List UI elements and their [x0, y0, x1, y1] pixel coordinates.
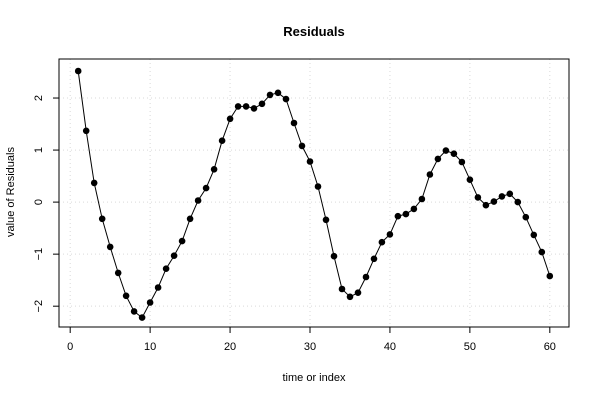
x-tick-label: 30 [304, 341, 316, 353]
y-tick-label: −2 [33, 300, 45, 313]
data-point [546, 272, 554, 280]
grid-lines [59, 59, 569, 327]
data-point [178, 237, 186, 245]
data-point [130, 308, 138, 315]
data-point [194, 197, 202, 204]
data-points-layer [74, 67, 554, 321]
data-point [146, 299, 154, 306]
data-point [522, 213, 530, 221]
data-point [154, 284, 162, 291]
data-point [402, 210, 410, 218]
data-point [330, 252, 338, 260]
data-point [290, 119, 298, 127]
data-point [490, 198, 498, 205]
data-point [218, 137, 226, 144]
y-axis-label: value of Residuals [5, 147, 17, 237]
data-point [474, 194, 482, 201]
data-point [370, 255, 378, 263]
data-point [74, 67, 82, 75]
y-tick-label: −1 [33, 248, 45, 261]
data-point [210, 166, 218, 173]
data-point [234, 103, 242, 110]
data-point [274, 89, 282, 97]
data-point [266, 91, 274, 99]
data-point [378, 238, 386, 246]
data-point [114, 269, 122, 277]
chart-title: Residuals [283, 24, 344, 39]
data-point [242, 103, 250, 110]
y-axis: −2 −1 0 1 2 [33, 95, 60, 313]
x-tick-label: 20 [224, 341, 236, 353]
data-point [282, 95, 290, 103]
x-tick-label: 60 [544, 341, 556, 353]
y-tick-label: 2 [33, 95, 45, 101]
data-point [434, 155, 442, 163]
data-point [90, 179, 98, 187]
data-point [482, 201, 490, 209]
data-point [338, 285, 346, 293]
data-point [498, 193, 506, 200]
data-point [538, 248, 546, 256]
data-point [138, 314, 146, 321]
data-point [226, 115, 234, 123]
data-point [314, 183, 322, 190]
data-point [202, 184, 210, 192]
x-tick-label: 40 [384, 341, 396, 353]
data-point [258, 100, 266, 108]
data-point [394, 212, 402, 220]
plot-frame [58, 58, 570, 328]
data-point [458, 158, 466, 166]
data-point [354, 289, 362, 297]
data-point [514, 198, 522, 206]
data-point [322, 216, 330, 224]
data-point [122, 292, 130, 300]
data-point [530, 231, 538, 239]
data-point [170, 252, 178, 259]
data-point [362, 273, 370, 281]
data-point [250, 105, 258, 112]
series-line [77, 70, 551, 319]
x-tick-label: 10 [144, 341, 156, 353]
data-point [450, 150, 458, 157]
data-point [306, 158, 314, 165]
data-point [186, 215, 194, 223]
data-point [426, 171, 434, 178]
data-point [298, 142, 306, 150]
x-tick-label: 50 [464, 341, 476, 353]
data-point [506, 190, 514, 198]
x-axis-label: time or index [283, 372, 346, 384]
series-line-layer [77, 70, 551, 319]
x-axis: 0 10 20 30 40 50 60 [67, 326, 556, 353]
data-point [442, 147, 450, 154]
x-tick-label: 0 [67, 341, 73, 353]
data-point [106, 243, 114, 251]
data-point [386, 231, 394, 238]
y-tick-label: 0 [33, 199, 45, 205]
data-point [346, 293, 354, 301]
data-point [418, 195, 426, 203]
data-point [410, 205, 418, 213]
data-point [466, 176, 474, 183]
data-point [82, 127, 90, 135]
data-point [98, 215, 106, 223]
data-point [162, 265, 170, 273]
y-tick-label: 1 [33, 147, 45, 153]
